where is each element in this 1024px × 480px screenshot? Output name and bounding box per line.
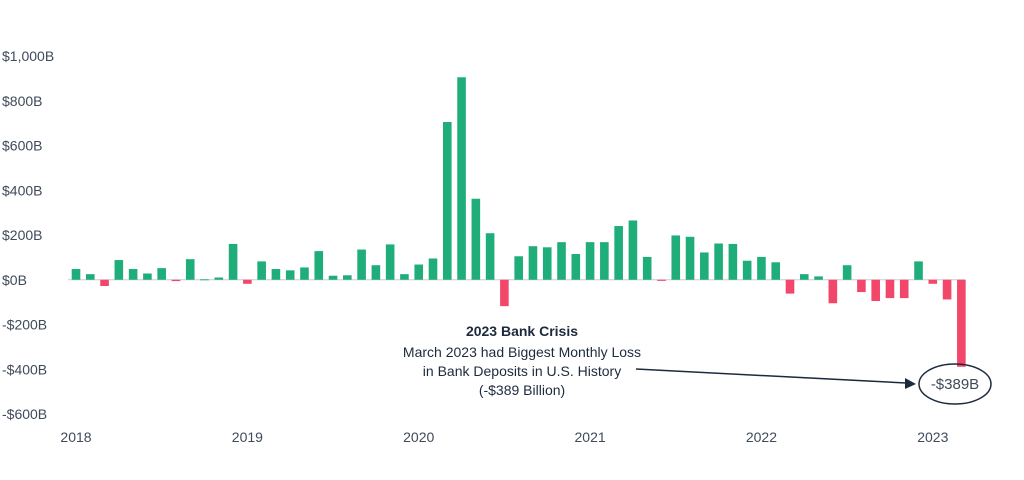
bar-2021-08	[685, 236, 695, 280]
x-tick-label: 2023	[917, 429, 948, 445]
callout-ellipse	[918, 363, 992, 405]
y-tick-label: $600B	[2, 138, 42, 154]
bar-2018-11	[214, 277, 224, 280]
bar-2021-06	[657, 279, 666, 281]
bar-2023-01	[928, 279, 938, 284]
annotation-line-3: (-$389 Billion)	[479, 382, 565, 398]
bar-2022-02	[771, 262, 781, 280]
callout-value: -$389B	[931, 376, 979, 393]
bar-2019-04	[285, 270, 295, 280]
bar-2020-01	[414, 264, 424, 280]
annotation-arrow-head	[905, 378, 916, 389]
bar-2022-10	[885, 279, 895, 299]
bar-2019-06	[314, 251, 324, 280]
bar-2018-03	[100, 279, 109, 287]
bar-2021-03	[614, 226, 623, 280]
bar-2020-02	[428, 258, 438, 280]
y-tick-label: -$200B	[2, 317, 47, 333]
x-tick-label: 2020	[403, 429, 434, 445]
bar-2022-07	[842, 265, 852, 280]
bar-2018-09	[185, 259, 195, 280]
bar-2020-08	[514, 256, 523, 280]
bar-2020-11	[557, 242, 566, 280]
annotation-arrow-line	[635, 368, 907, 384]
y-tick-label: $0B	[2, 272, 27, 288]
bar-2018-10	[200, 279, 209, 281]
bar-2018-04	[114, 260, 124, 280]
bar-2019-12	[400, 274, 409, 280]
bar-2023-02	[942, 279, 952, 300]
x-axis: 2018 2019 2020 2021 2022 2023	[60, 429, 948, 445]
bar-2018-05	[128, 269, 138, 280]
bar-2020-12	[571, 254, 581, 280]
bar-2019-11	[385, 244, 395, 280]
bar-2021-04	[628, 220, 638, 280]
bar-2018-01	[71, 269, 81, 280]
bar-2022-05	[814, 276, 823, 280]
bar-2019-03	[271, 269, 281, 280]
x-tick-label: 2019	[232, 429, 263, 445]
bar-2020-05	[471, 198, 481, 280]
bar-2020-10	[542, 247, 552, 280]
bar-2021-07	[671, 235, 681, 280]
bar-2020-03	[442, 122, 452, 280]
annotation-line-2: in Bank Deposits in U.S. History	[423, 363, 621, 379]
bar-2021-10	[714, 243, 723, 280]
x-tick-label: 2018	[60, 429, 91, 445]
bar-2022-09	[871, 279, 880, 302]
bar-2020-07	[500, 279, 509, 307]
y-tick-label: $200B	[2, 227, 42, 243]
bar-2019-02	[257, 261, 266, 280]
bar-2020-04	[457, 77, 466, 280]
annotation-title: 2023 Bank Crisis	[466, 323, 578, 339]
y-tick-label: -$600B	[2, 406, 47, 422]
bar-2020-09	[528, 246, 538, 280]
bar-2019-08	[343, 275, 352, 280]
bar-2022-12	[914, 261, 923, 280]
bar-2021-05	[642, 256, 652, 280]
bar-2022-08	[857, 279, 866, 293]
y-tick-label: $800B	[2, 93, 42, 109]
bars	[71, 77, 966, 367]
bar-2019-09	[357, 249, 366, 280]
bar-2019-05	[300, 267, 309, 280]
bar-2021-12	[742, 260, 752, 280]
bar-2019-01	[243, 279, 252, 284]
y-tick-label: -$400B	[2, 361, 47, 377]
bar-2021-02	[600, 242, 609, 280]
bar-2021-11	[728, 243, 738, 280]
y-axis: $1,000B $800B $600B $400B $200B $0B -$200B -$40…	[2, 48, 54, 422]
y-tick-label: $1,000B	[2, 48, 54, 64]
bar-2018-02	[85, 274, 95, 280]
annotation-line-1: March 2023 had Biggest Monthly Loss	[403, 344, 641, 360]
bar-2023-03	[957, 279, 966, 367]
bar-2018-08	[171, 279, 181, 282]
bar-2018-12	[228, 243, 238, 280]
bar-2021-09	[700, 252, 709, 280]
bar-2019-10	[371, 265, 381, 280]
bar-2022-04	[799, 274, 809, 280]
bar-2021-01	[585, 242, 595, 280]
y-tick-label: $400B	[2, 182, 42, 198]
bar-2019-07	[328, 275, 338, 280]
crisis-annotation: 2023 Bank Crisis March 2023 had Biggest …	[403, 323, 992, 405]
bar-2022-06	[828, 279, 838, 304]
x-tick-label: 2022	[746, 429, 777, 445]
bar-2022-11	[899, 279, 909, 299]
bar-2018-07	[157, 268, 166, 280]
x-tick-label: 2021	[575, 429, 606, 445]
bar-2022-03	[785, 279, 795, 294]
bar-2020-06	[485, 233, 495, 280]
bar-2018-06	[143, 273, 152, 280]
bar-2022-01	[757, 256, 766, 280]
